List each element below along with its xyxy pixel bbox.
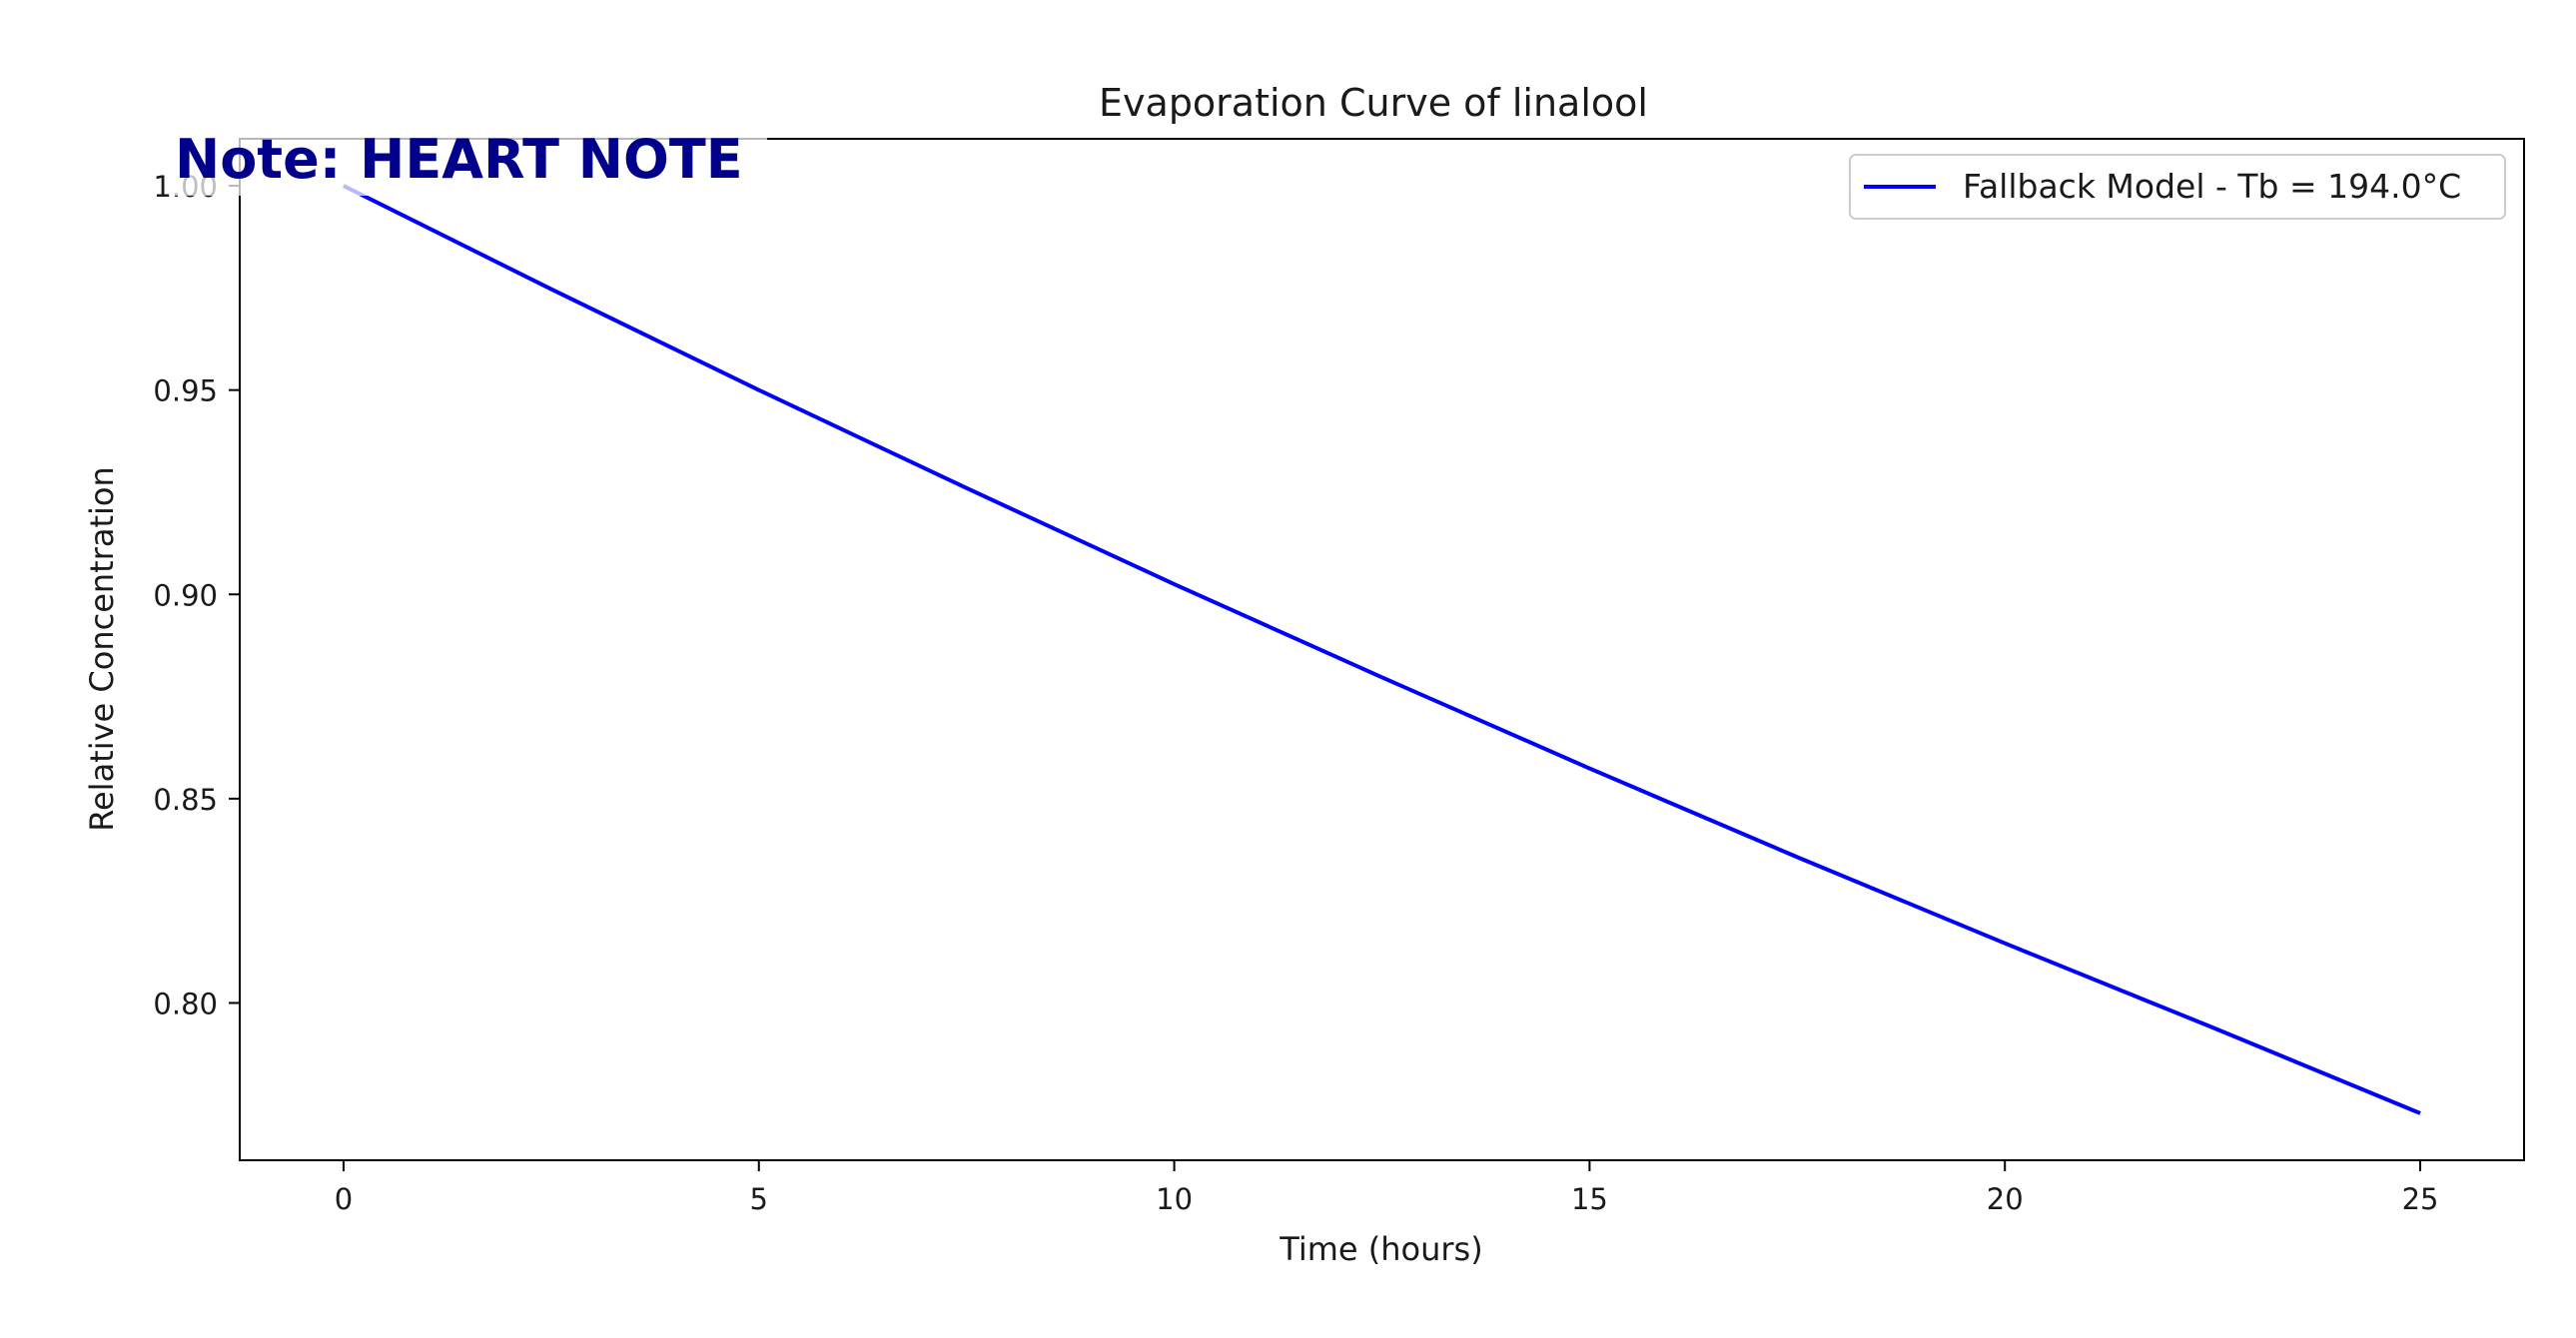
- legend-box: [1849, 154, 2506, 220]
- y-tick-label: 0.80: [153, 987, 218, 1020]
- legend: Fallback Model - Tb = 194.0°C: [1849, 154, 2506, 220]
- series-line: [343, 184, 2421, 1115]
- y-tick-label: 0.90: [153, 578, 218, 612]
- x-axis-ticks: 0 5 10 15 20 25: [335, 1160, 2439, 1216]
- x-tick-label: 5: [750, 1182, 768, 1216]
- x-tick-label: 10: [1156, 1182, 1193, 1216]
- y-axis-ticks: 0.800.850.900.951.00: [153, 170, 240, 1020]
- y-axis-label: Relative Concentration: [83, 466, 121, 832]
- legend-label: Fallback Model - Tb = 194.0°C: [1963, 167, 2461, 206]
- x-axis-label: Time (hours): [1279, 1230, 1482, 1268]
- note-banner: Note: HEART NOTE: [175, 124, 767, 196]
- x-tick-label: 15: [1571, 1182, 1608, 1216]
- x-tick-label: 0: [335, 1182, 353, 1216]
- y-tick-label: 0.85: [153, 783, 218, 817]
- series-layer: [343, 184, 2421, 1115]
- y-tick-label: 0.95: [153, 374, 218, 408]
- chart-title: Evaporation Curve of linalool: [1099, 81, 1648, 125]
- x-tick-label: 20: [1987, 1182, 2024, 1216]
- plot-frame: [239, 138, 2525, 1161]
- x-tick-label: 25: [2402, 1182, 2439, 1216]
